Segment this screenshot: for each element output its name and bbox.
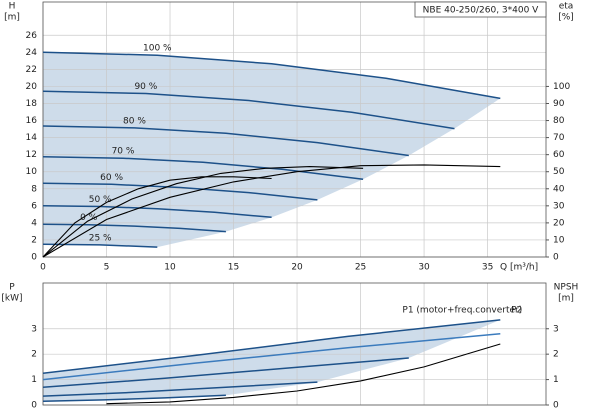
curve (42, 182, 318, 201)
plot-frame (42, 282, 547, 406)
y2-tick-label: 70 (553, 133, 565, 143)
curve (42, 155, 364, 181)
curve (42, 357, 409, 388)
curve-label: P1 (motor+freq.converter) (402, 305, 522, 315)
chart-title: NBE 40-250/260, 3*400 V (423, 6, 540, 16)
x-tick-label: 30 (418, 263, 430, 273)
x-tick-label: 25 (355, 263, 366, 273)
curve (42, 319, 501, 374)
y-axis-label: P (9, 283, 15, 293)
x-tick-label: 0 (40, 263, 46, 273)
y2-tick-label: 10 (553, 235, 565, 245)
y-tick-label: 0 (31, 401, 37, 411)
secondary-curve (42, 176, 272, 258)
y-tick-label: 2 (31, 350, 37, 360)
curve-label: 50 % (89, 195, 112, 205)
plot-frame (42, 1, 547, 258)
y-axis-unit: [m] (4, 13, 20, 23)
y2-tick-label: 20 (553, 218, 565, 228)
y2-tick-label: 100 (553, 82, 570, 92)
y-tick-label: 6 (31, 201, 37, 211)
y-tick-label: 4 (31, 218, 37, 228)
y-tick-label: 8 (31, 184, 37, 194)
y2-tick-label: 60 (553, 150, 565, 160)
y-tick-label: 10 (26, 167, 38, 177)
operating-range (43, 52, 501, 248)
y-tick-label: 22 (26, 65, 37, 75)
curve-label: 80 % (123, 116, 146, 126)
x-tick-label: 20 (291, 263, 303, 273)
y2-tick-label: 0 (553, 401, 559, 411)
curve-label: 100 % (143, 44, 172, 54)
curve (42, 333, 501, 381)
y2-tick-label: 2 (553, 350, 559, 360)
y2-tick-label: 90 (553, 99, 565, 109)
curve (42, 381, 318, 397)
curve-label: 70 % (112, 147, 135, 157)
y-axis-label: H (9, 2, 16, 12)
y-tick-label: 14 (26, 133, 38, 143)
curve-label: 60 % (100, 173, 123, 183)
y-tick-label: 3 (31, 324, 37, 334)
secondary-curve (106, 343, 501, 405)
operating-range (43, 319, 501, 402)
y-tick-label: 26 (26, 31, 38, 41)
curve (42, 90, 455, 130)
title-box (414, 1, 547, 18)
y2-tick-label: 40 (553, 184, 565, 194)
y-tick-label: 1 (31, 375, 37, 385)
curve-label: 0 % (80, 213, 98, 223)
curve (42, 51, 501, 100)
y-axis-unit: [kW] (1, 294, 22, 304)
curve (42, 205, 272, 219)
y2-axis-unit: [m] (558, 294, 574, 304)
y-tick-label: 24 (26, 48, 38, 58)
y-tick-label: 16 (26, 116, 38, 126)
y2-axis-label: NPSH (554, 283, 579, 293)
y2-tick-label: 30 (553, 201, 565, 211)
x-tick-label: 15 (228, 263, 239, 273)
curve-label: 25 % (89, 233, 112, 243)
y2-axis-label: eta (559, 2, 574, 12)
y2-tick-label: 1 (553, 375, 559, 385)
secondary-curve (42, 166, 364, 258)
y-tick-label: 0 (31, 253, 37, 263)
curve (42, 243, 158, 248)
curve (42, 394, 226, 402)
y2-axis-unit: [%] (558, 13, 574, 23)
x-tick-label: 35 (482, 263, 493, 273)
y2-tick-label: 0 (553, 253, 559, 263)
y2-tick-label: 50 (553, 167, 565, 177)
y-tick-label: 12 (26, 150, 37, 160)
y-tick-label: 2 (31, 235, 37, 245)
curve-label: 90 % (134, 82, 157, 92)
secondary-curve (42, 164, 501, 258)
x-tick-label: 10 (164, 263, 176, 273)
x-axis-label: Q [m³/h] (500, 263, 538, 273)
y2-tick-label: 3 (553, 324, 559, 334)
curve-label: P2 (511, 305, 522, 315)
curve (42, 125, 409, 157)
y-tick-label: 18 (26, 99, 38, 109)
y2-tick-label: 80 (553, 116, 565, 126)
y-tick-label: 20 (26, 82, 38, 92)
x-tick-label: 5 (104, 263, 110, 273)
